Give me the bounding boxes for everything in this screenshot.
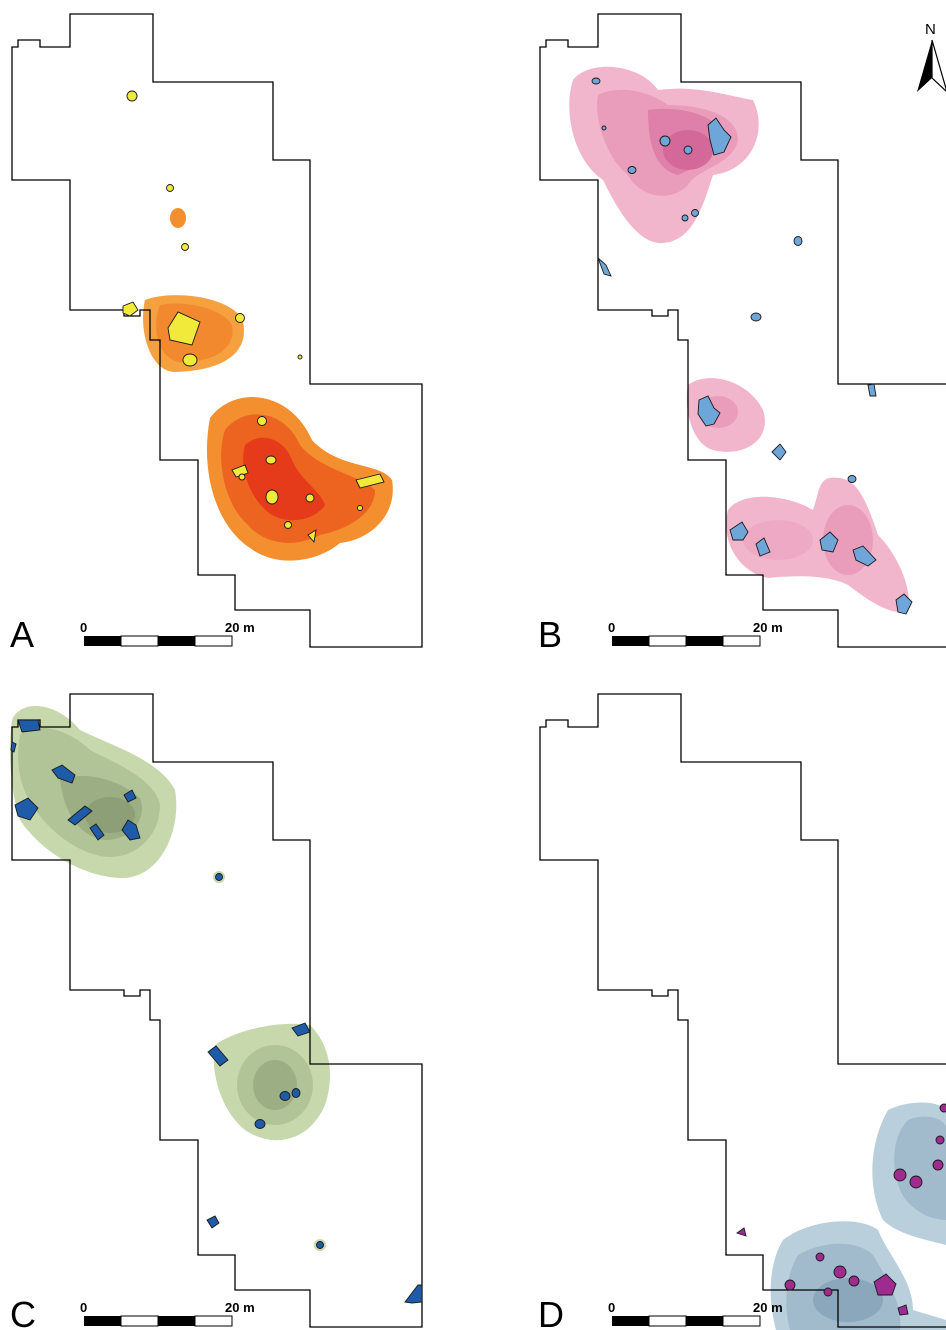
scale-end-b: 20 m [753, 620, 783, 635]
density-surface-d [770, 1102, 946, 1330]
features-c [10, 719, 423, 1304]
panel-a: A 0 20 m [10, 13, 423, 655]
scale-end-a: 20 m [225, 620, 255, 635]
density-surface-c [10, 706, 330, 1251]
features-d [736, 1103, 946, 1316]
scale-bar-d: 0 20 m [608, 1300, 783, 1327]
north-label: N [925, 21, 936, 38]
panel-d: D 0 20 m [538, 693, 946, 1330]
features-a [122, 90, 385, 544]
panel-letter-b: B [538, 614, 562, 655]
panel-letter-a: A [10, 614, 34, 655]
panel-letter-c: C [10, 1294, 36, 1330]
scale-start-a: 0 [80, 620, 87, 635]
scale-start-b: 0 [608, 620, 615, 635]
scale-end-d: 20 m [753, 1300, 783, 1315]
scale-bar-a: 0 20 m [80, 620, 255, 647]
density-surface-a [143, 208, 393, 561]
scale-start-c: 0 [80, 1300, 87, 1315]
panel-c: C 0 20 m [10, 693, 423, 1330]
scale-bar-c: 0 20 m [80, 1300, 255, 1327]
panel-b: B 0 20 m N [538, 13, 946, 655]
scale-start-d: 0 [608, 1300, 615, 1315]
panel-letter-d: D [538, 1294, 564, 1330]
scale-bar-b: 0 20 m [608, 620, 783, 647]
features-b [591, 77, 913, 615]
scale-end-c: 20 m [225, 1300, 255, 1315]
north-arrow-icon: N [917, 21, 946, 92]
